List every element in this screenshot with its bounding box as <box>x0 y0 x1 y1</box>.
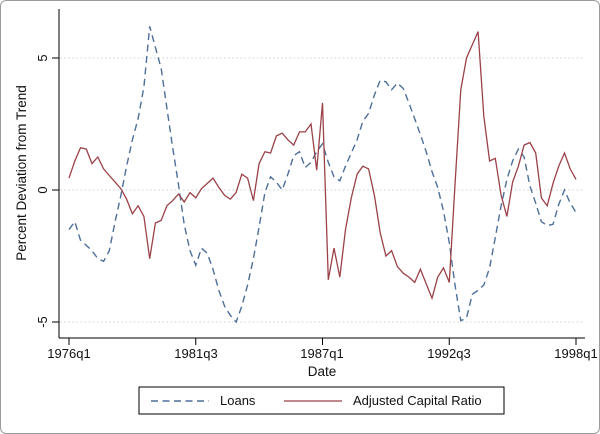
x-tick-label: 1987q1 <box>300 346 343 361</box>
y-tick-label: 5 <box>35 54 50 61</box>
y-axis-title: Percent Deviation from Trend <box>14 85 29 261</box>
y-tick-label: 0 <box>35 186 50 193</box>
legend-label-loans: Loans <box>220 393 256 408</box>
x-tick-label: 1981q3 <box>174 346 217 361</box>
gridlines <box>60 57 585 323</box>
tick-marks <box>52 57 577 345</box>
x-axis-title: Date <box>308 364 337 379</box>
y-tick-label: -5 <box>35 316 50 328</box>
x-tick-label: 1998q1 <box>554 346 597 361</box>
legend: Loans Adjusted Capital Ratio <box>138 386 505 415</box>
series-line-loans <box>68 26 577 324</box>
series-line-adjusted-capital-ratio <box>68 31 577 301</box>
x-tick-label: 1992q3 <box>427 346 470 361</box>
x-tick-label: 1976q1 <box>47 346 90 361</box>
series-lines <box>68 26 577 324</box>
legend-label-adjusted-capital-ratio: Adjusted Capital Ratio <box>353 393 482 408</box>
